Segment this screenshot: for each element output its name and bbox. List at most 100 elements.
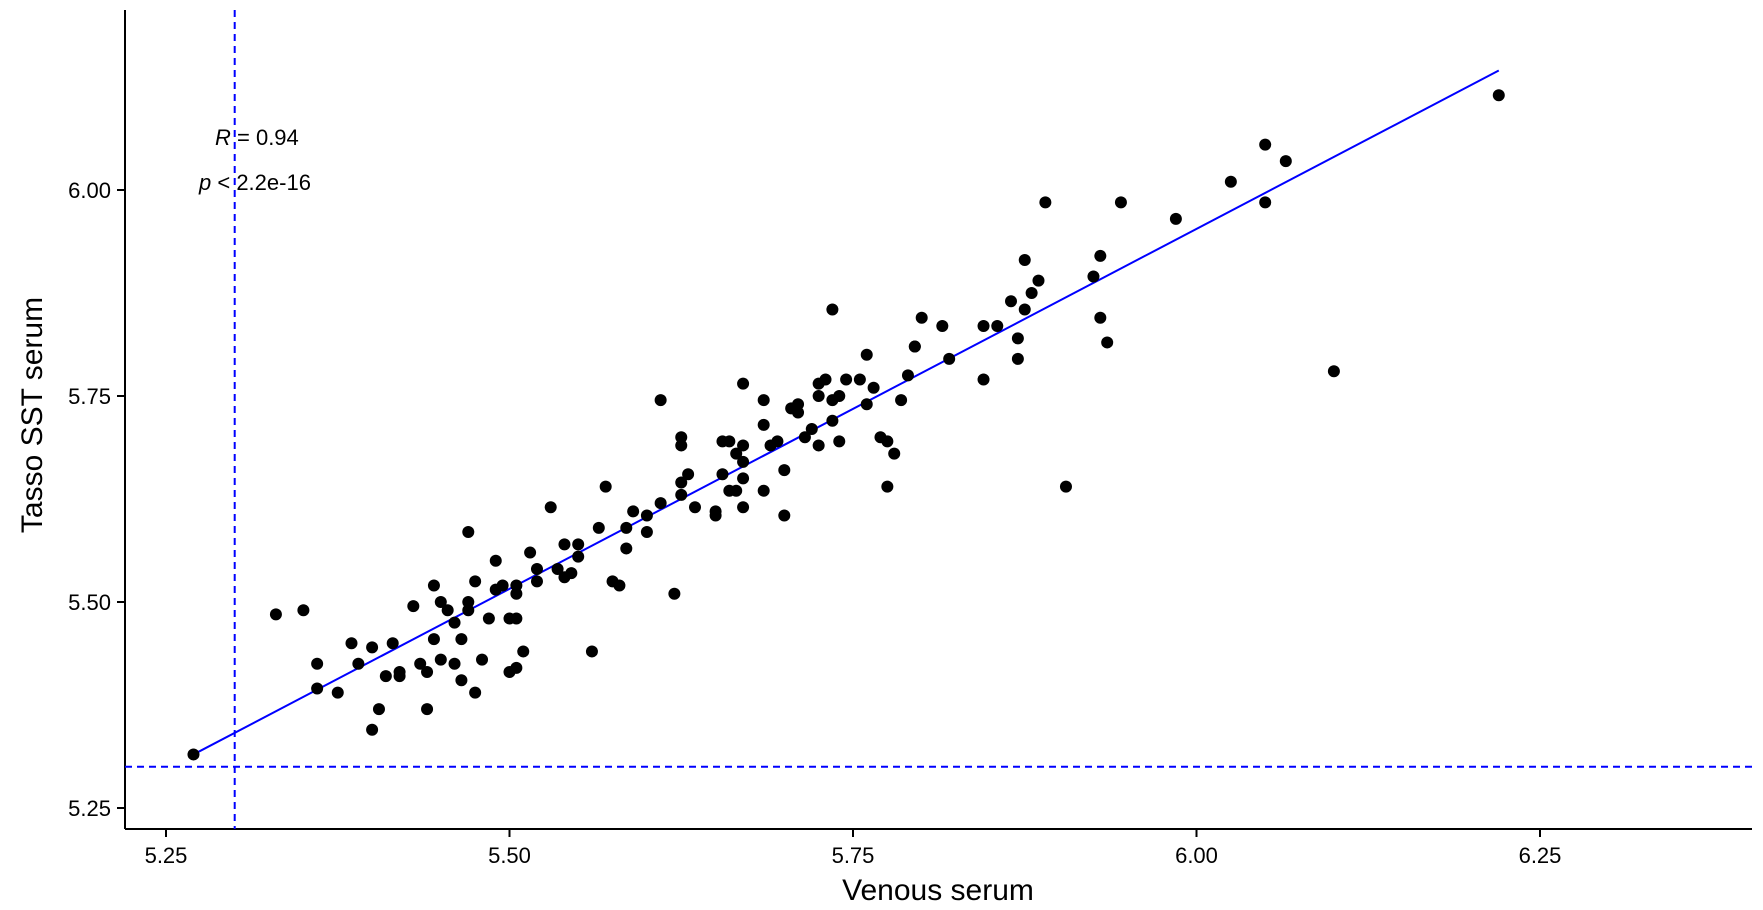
data-point xyxy=(1032,274,1045,287)
data-point xyxy=(991,319,1004,332)
data-point xyxy=(936,319,949,332)
x-tick-label: 5.50 xyxy=(488,843,531,868)
data-point xyxy=(1011,352,1024,365)
axes xyxy=(124,10,1752,830)
data-point xyxy=(1114,196,1127,209)
data-point xyxy=(269,608,282,621)
data-point xyxy=(331,686,344,699)
data-point xyxy=(1025,287,1038,299)
data-point xyxy=(620,542,633,555)
data-point xyxy=(393,666,406,679)
data-point xyxy=(668,587,681,600)
fit-line-group xyxy=(193,69,1500,756)
data-point xyxy=(1259,138,1272,151)
data-point xyxy=(1101,336,1114,349)
data-point xyxy=(654,394,667,407)
data-point xyxy=(372,703,385,716)
data-point xyxy=(1018,254,1031,267)
data-point xyxy=(379,670,392,683)
data-point xyxy=(826,303,839,316)
data-point xyxy=(469,575,482,588)
x-ticks: 5.25 5.50 5.75 6.00 6.25 xyxy=(145,829,1562,868)
data-point xyxy=(901,369,914,382)
data-point xyxy=(510,661,523,674)
data-point xyxy=(881,480,894,493)
data-point xyxy=(366,641,379,654)
data-point xyxy=(1094,311,1107,324)
data-point xyxy=(524,546,537,559)
data-points xyxy=(187,89,1505,761)
data-point xyxy=(1011,332,1024,345)
data-point xyxy=(627,505,640,518)
x-tick-label: 6.25 xyxy=(1519,843,1562,868)
data-point xyxy=(565,567,578,580)
data-point xyxy=(826,414,839,427)
data-point xyxy=(482,612,495,625)
data-point xyxy=(867,381,880,394)
data-point xyxy=(599,480,612,493)
data-point xyxy=(737,377,750,390)
data-point xyxy=(640,525,653,538)
data-point xyxy=(530,563,543,576)
data-point xyxy=(1094,249,1107,262)
y-tick-label: 5.50 xyxy=(68,590,111,615)
data-point xyxy=(943,352,956,365)
y-tick-label: 5.25 xyxy=(68,796,111,821)
data-point xyxy=(558,538,571,551)
data-point xyxy=(510,587,523,600)
data-point xyxy=(620,521,633,534)
data-point xyxy=(544,501,557,514)
data-point xyxy=(977,373,990,386)
data-point xyxy=(688,501,701,514)
data-point xyxy=(895,394,908,407)
p-annotation: p < 2.2e-16 xyxy=(198,170,311,195)
data-point xyxy=(510,612,523,625)
data-point xyxy=(757,394,770,407)
data-point xyxy=(737,501,750,514)
data-point xyxy=(517,645,530,658)
data-point xyxy=(352,657,365,670)
data-point xyxy=(585,645,598,658)
x-tick-label: 5.75 xyxy=(832,843,875,868)
data-point xyxy=(1169,212,1182,225)
data-point xyxy=(977,319,990,332)
data-point xyxy=(737,439,750,452)
data-point xyxy=(366,723,379,736)
x-tick-label: 5.25 xyxy=(145,843,188,868)
data-point xyxy=(675,439,688,452)
data-point xyxy=(427,633,440,646)
data-point xyxy=(908,340,921,353)
data-point xyxy=(654,497,667,510)
data-point xyxy=(805,422,818,435)
x-tick-label: 6.00 xyxy=(1175,843,1218,868)
data-point xyxy=(434,653,447,666)
data-point xyxy=(730,484,743,497)
data-point xyxy=(860,348,873,361)
p-value: < 2.2e-16 xyxy=(211,170,311,195)
x-axis-title: Venous serum xyxy=(842,874,1034,907)
data-point xyxy=(421,666,434,679)
data-point xyxy=(1039,196,1052,209)
data-point xyxy=(1279,155,1292,168)
data-point xyxy=(551,563,564,576)
data-point xyxy=(441,604,454,617)
data-point xyxy=(448,616,461,629)
data-point xyxy=(572,538,585,551)
data-point xyxy=(592,521,605,534)
data-point xyxy=(819,373,832,386)
data-point xyxy=(496,579,509,592)
data-point xyxy=(771,435,784,448)
data-point xyxy=(434,596,447,608)
data-point xyxy=(414,657,427,670)
y-tick-label: 5.75 xyxy=(68,384,111,409)
data-point xyxy=(860,398,873,411)
data-point xyxy=(888,447,901,460)
data-point xyxy=(462,596,475,608)
data-point xyxy=(489,554,502,567)
r-value: = 0.94 xyxy=(231,125,299,150)
data-point xyxy=(915,311,928,324)
data-point xyxy=(757,418,770,431)
data-point xyxy=(427,579,440,592)
data-point xyxy=(462,525,475,538)
